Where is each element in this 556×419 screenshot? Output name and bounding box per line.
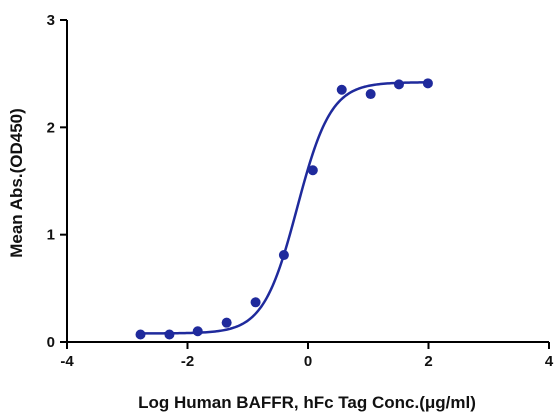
axes [66,20,549,343]
tick-labels: -4 -2 0 2 4 0 1 2 3 [47,12,554,370]
data-point [135,329,146,340]
data-point [307,165,318,176]
data-point [250,297,261,308]
data-point [192,326,203,337]
y-tick-label: 3 [47,12,55,29]
data-point [393,79,404,90]
data-point [221,317,232,328]
data-point [278,250,289,261]
data-points [135,78,433,340]
x-tick-label: 2 [424,353,432,370]
y-tick-label: 1 [47,227,55,244]
data-point [164,329,175,340]
fitted-curve [140,81,428,335]
ticks [60,19,550,349]
y-axis-title: Mean Abs.(OD450) [7,108,26,258]
x-tick-label: -2 [181,353,194,370]
data-point [336,84,347,95]
y-tick-label: 2 [47,119,55,136]
y-tick-label: 0 [47,334,55,351]
data-point [365,89,376,100]
x-axis-title: Log Human BAFFR, hFc Tag Conc.(μg/ml) [138,393,476,412]
x-tick-label: 0 [304,353,312,370]
x-tick-label: 4 [545,353,554,370]
data-point [422,78,433,89]
x-tick-label: -4 [60,353,74,370]
